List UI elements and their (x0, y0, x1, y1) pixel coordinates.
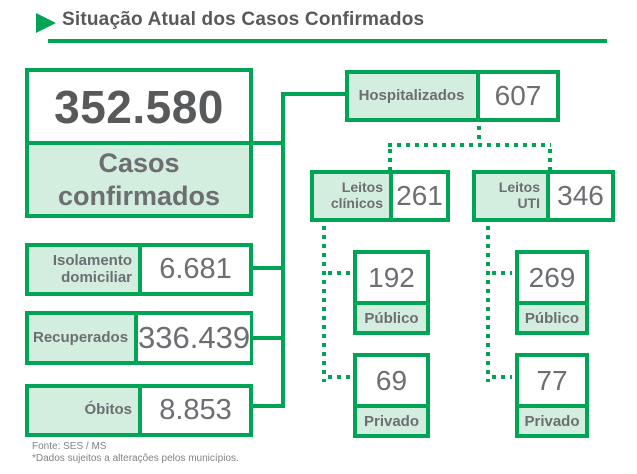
icu-public-box: 269 Público (515, 250, 589, 335)
connector-branch-main (253, 141, 281, 145)
clinical-public-value: 192 (368, 261, 415, 293)
title-underline (48, 39, 607, 43)
icu-public-label: Público (519, 301, 585, 331)
dotted-icu-private-branch (492, 375, 512, 379)
clinical-private-box: 69 Privado (353, 353, 430, 438)
clinical-beds-value: 261 (393, 174, 446, 218)
clinical-private-label: Privado (357, 404, 426, 434)
icu-private-value: 77 (536, 364, 568, 396)
home-isolation-box: Isolamento domiciliar 6.681 (25, 243, 253, 296)
footer-note: *Dados sujeitos a alterações pelos munic… (32, 453, 239, 464)
icu-beds-box: Leitos UTI 346 (472, 170, 615, 222)
deaths-value: 8.853 (142, 388, 249, 433)
dotted-split-horizontal (388, 143, 551, 147)
confirmed-cases-label: Casos confirmados (29, 141, 249, 214)
icu-private-box: 77 Privado (515, 353, 589, 438)
deaths-box: Óbitos 8.853 (25, 384, 253, 437)
icu-public-value: 269 (528, 261, 576, 293)
dotted-clinical-public-branch (328, 271, 350, 275)
hospitalized-box: Hospitalizados 607 (345, 70, 560, 122)
connector-trunk-vertical (281, 92, 285, 408)
connector-branch-recovered (253, 336, 281, 340)
icu-private-label: Privado (519, 404, 585, 434)
connector-branch-isolation (253, 266, 281, 270)
footer-source: Fonte: SES / MS (32, 441, 107, 452)
dotted-icu-trunk (486, 226, 490, 382)
icu-beds-label: Leitos UTI (476, 174, 550, 218)
dotted-down-clinical (388, 149, 392, 170)
dotted-icu-public-branch (492, 271, 512, 275)
home-isolation-value: 6.681 (142, 247, 249, 292)
dotted-down-icu (548, 149, 552, 170)
recovered-label: Recuperados (29, 315, 139, 361)
dotted-clinical-trunk (322, 226, 326, 382)
clinical-beds-box: Leitos clínicos 261 (310, 170, 450, 222)
dotted-hospitalized-down (477, 126, 481, 144)
recovered-box: Recuperados 336.439 (25, 311, 253, 365)
clinical-public-box: 192 Público (353, 250, 430, 335)
connector-branch-hospitalized (285, 92, 345, 96)
dotted-clinical-private-branch (328, 375, 350, 379)
hospitalized-label: Hospitalizados (349, 74, 480, 118)
clinical-beds-label: Leitos clínicos (314, 174, 393, 218)
hospitalized-value: 607 (480, 74, 556, 118)
confirmed-cases-value: 352.580 (54, 80, 224, 133)
title-arrow-icon (36, 13, 56, 33)
clinical-private-value: 69 (375, 364, 408, 396)
confirmed-cases-box: 352.580 Casos confirmados (25, 68, 253, 218)
icu-beds-value: 346 (550, 174, 611, 218)
recovered-value: 336.439 (138, 315, 251, 361)
page-title: Situação Atual dos Casos Confirmados (62, 9, 425, 30)
deaths-label: Óbitos (29, 388, 142, 433)
clinical-public-label: Público (357, 301, 426, 331)
home-isolation-label: Isolamento domiciliar (29, 247, 142, 292)
connector-branch-deaths (253, 404, 281, 408)
